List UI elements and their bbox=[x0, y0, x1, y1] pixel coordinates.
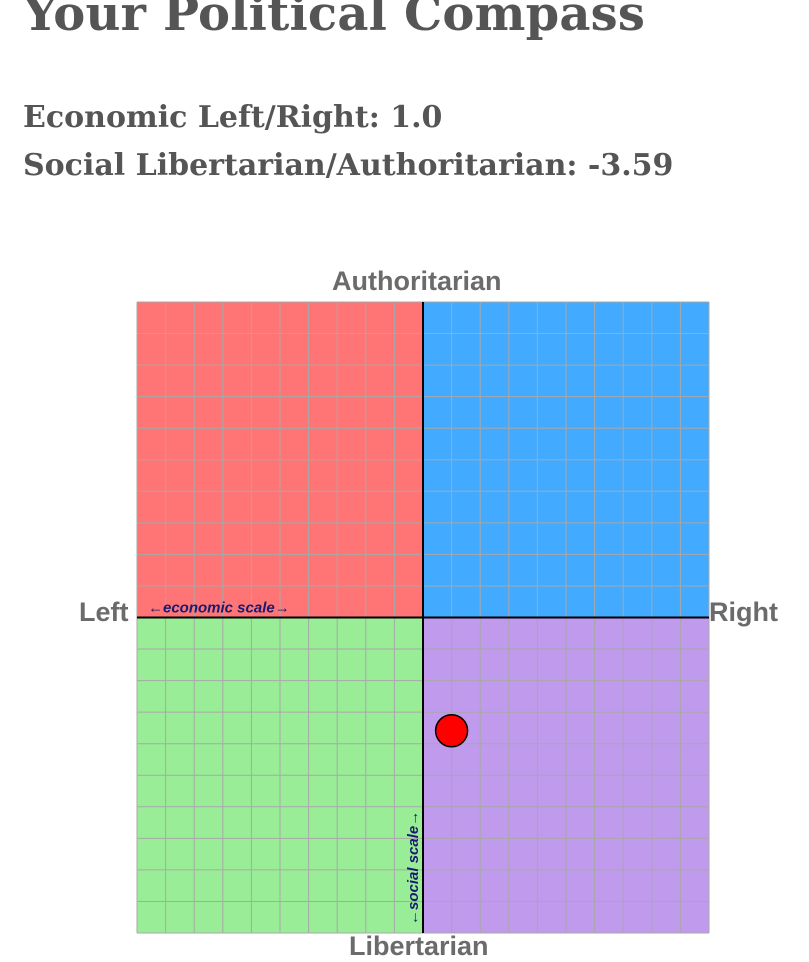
authoritarian-label: Authoritarian bbox=[332, 266, 502, 296]
position-marker bbox=[434, 714, 469, 748]
left-label: Left bbox=[79, 597, 129, 627]
economic-score-label: Economic Left/Right: 1.0 bbox=[23, 100, 443, 135]
social-scale-label: ←social scale→ bbox=[405, 811, 422, 925]
libertarian-label: Libertarian bbox=[349, 931, 489, 961]
social-score-label: Social Libertarian/Authoritarian: -3.59 bbox=[23, 148, 674, 183]
economic-scale-label: ←economic scale→ bbox=[148, 600, 290, 617]
page-title: Your Political Compass bbox=[23, 0, 646, 42]
right-label: Right bbox=[709, 597, 778, 627]
